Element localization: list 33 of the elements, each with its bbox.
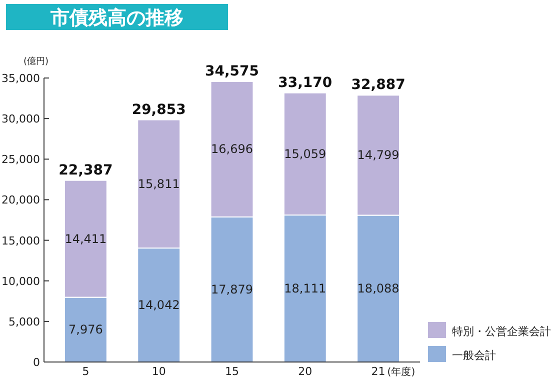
data-label: 14,799 (357, 148, 400, 162)
y-tick-label: 20,000 (2, 194, 40, 207)
x-tick-label: 21 (371, 365, 386, 378)
x-axis-title: (年度) (387, 366, 416, 378)
y-tick-label: 35,000 (2, 72, 40, 85)
x-tick-label: 20 (298, 365, 312, 378)
y-tick-label: 25,000 (2, 153, 40, 166)
data-label: 7,976 (68, 322, 103, 337)
y-tick-label: 10,000 (2, 274, 40, 288)
y-axis-title: (億円) (23, 56, 49, 67)
y-tick-label: 5,000 (8, 315, 40, 328)
data-label: 18,088 (357, 282, 400, 296)
y-tick-label: 30,000 (2, 112, 40, 126)
data-label: 18,111 (284, 282, 326, 296)
data-label: 16,696 (211, 142, 253, 156)
chart-title: 市債残高の推移 (50, 7, 184, 29)
total-label: 22,387 (58, 162, 113, 178)
x-tick-label: 5 (82, 365, 90, 378)
data-label: 15,811 (138, 176, 180, 191)
y-tick-label: 15,000 (2, 234, 40, 248)
legend-label: 一般会計 (452, 349, 496, 362)
y-tick-label: 0 (33, 356, 40, 369)
x-tick-label: 15 (225, 365, 239, 378)
x-tick-label: 10 (152, 365, 166, 378)
data-label: 17,879 (211, 282, 253, 296)
total-label: 33,170 (278, 74, 332, 91)
data-label: 14,042 (138, 298, 180, 312)
data-label: 14,411 (64, 232, 107, 246)
total-label: 32,887 (351, 77, 406, 94)
total-label: 29,853 (132, 102, 186, 118)
legend-label: 特別・公営企業会計 (452, 325, 551, 338)
data-label: 15,059 (284, 146, 326, 161)
total-label: 34,575 (204, 63, 260, 80)
